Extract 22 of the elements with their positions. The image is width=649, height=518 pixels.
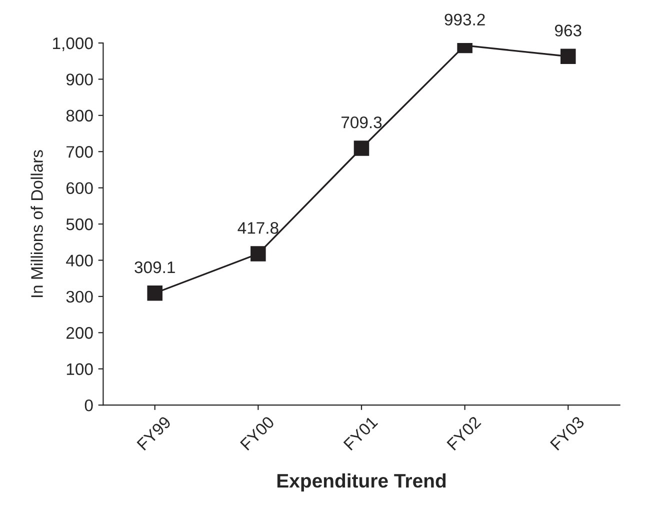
data-label: 709.3: [341, 116, 382, 128]
y-tick-label: 800: [66, 110, 93, 122]
data-label: 309.1: [134, 261, 175, 274]
y-tick-label: 100: [66, 363, 93, 376]
y-tick-label: 0: [84, 399, 93, 412]
y-tick-label: 400: [66, 254, 93, 266]
x-axis-title: Expenditure Trend: [277, 473, 446, 492]
data-label: 417.8: [238, 222, 278, 234]
y-tick-label: 1,000: [53, 37, 93, 52]
point: [354, 140, 370, 156]
y-axis-title: In Millions of Dollars: [30, 150, 43, 298]
y-tick-label: 900: [66, 74, 93, 86]
point: [147, 286, 162, 301]
y-tick-label: 200: [66, 327, 93, 339]
y-tick-label: 700: [66, 146, 93, 158]
y-tick-label: 600: [66, 182, 93, 194]
data-label: 993.2: [444, 14, 485, 26]
y-tick-label: 300: [66, 290, 93, 303]
point: [250, 246, 266, 262]
point: [560, 48, 576, 64]
y-tick-label: 500: [66, 218, 93, 230]
data-label: 963: [555, 24, 582, 36]
